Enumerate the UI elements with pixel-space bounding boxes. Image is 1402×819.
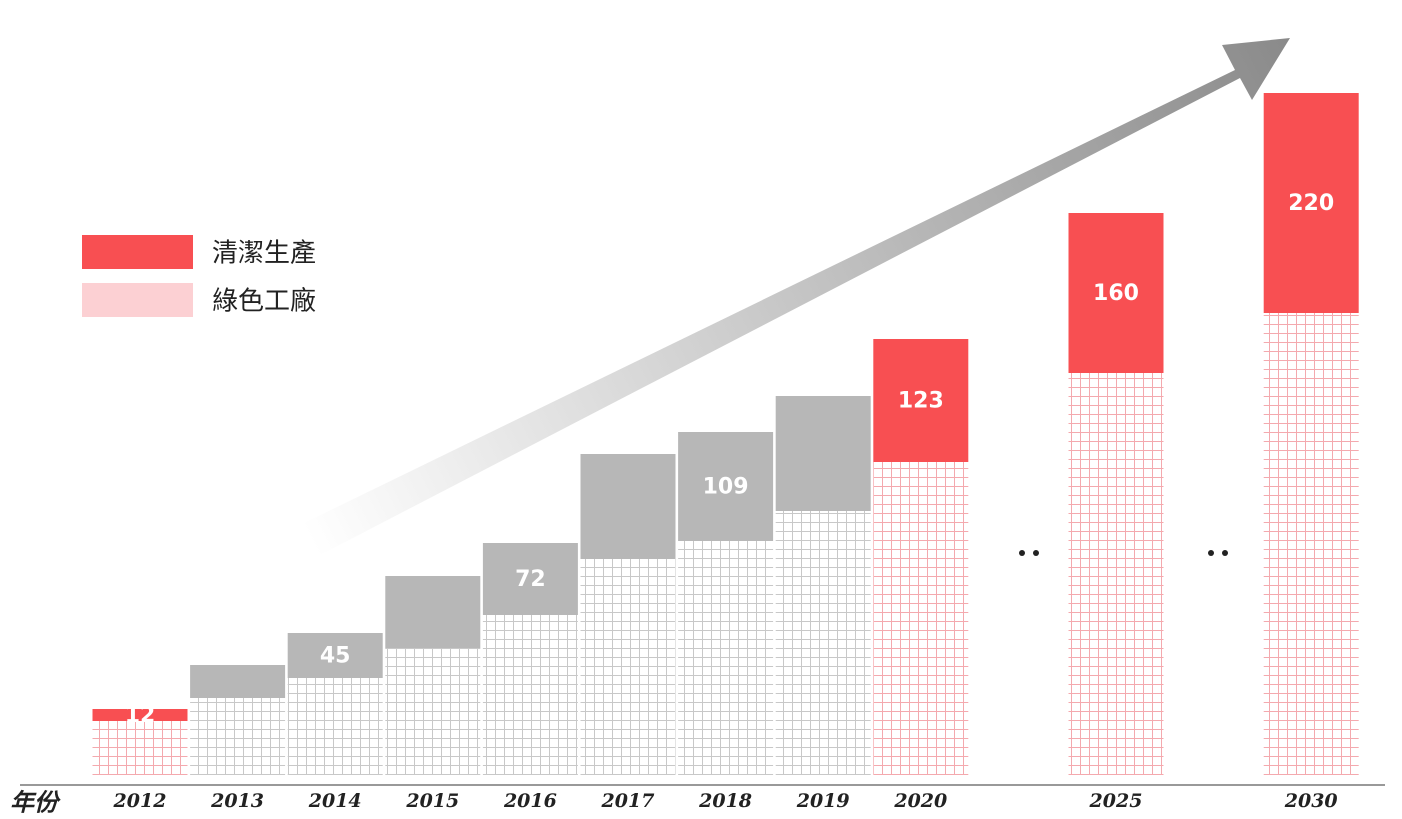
value-label: 72: [515, 567, 546, 592]
bar-segment: [287, 633, 383, 678]
bar-segment: [287, 678, 383, 775]
legend-swatch: [82, 235, 193, 269]
value-label: 45: [320, 644, 351, 669]
value-label: 12: [125, 703, 156, 728]
bar-segment: [1068, 373, 1164, 775]
ellipsis: [1208, 550, 1214, 556]
bar-segment: [1263, 93, 1359, 313]
ellipsis: [1033, 550, 1039, 556]
x-tick-label: 2020: [893, 790, 947, 812]
x-tick-label: 2019: [796, 790, 850, 812]
bar-segment: [482, 543, 578, 615]
bar-segment: [190, 698, 286, 775]
ellipsis: [1019, 550, 1025, 556]
x-axis-label: 年份: [10, 788, 61, 817]
bar-segment: [1068, 213, 1164, 373]
bar-segment: [775, 511, 871, 775]
legend-swatch: [82, 283, 193, 317]
bar-segment: [385, 648, 481, 775]
bar-segment: [775, 396, 871, 511]
x-tick-label: 2025: [1089, 790, 1143, 812]
x-tick-label: 2018: [698, 790, 752, 812]
bar-segment: [1263, 313, 1359, 775]
x-tick-label: 2014: [308, 790, 362, 812]
value-label: 109: [703, 475, 749, 500]
ellipsis: [1222, 550, 1228, 556]
value-label: 123: [898, 389, 944, 414]
value-label: 220: [1288, 191, 1334, 216]
x-tick-label: 2013: [210, 790, 264, 812]
bar-segment: [385, 576, 481, 648]
bar-segment: [92, 709, 188, 721]
trend-arrow: [300, 38, 1290, 555]
bar-segment: [580, 454, 676, 559]
x-tick-label: 2030: [1284, 790, 1338, 812]
bar-segment: [92, 721, 188, 775]
bar-segment: [190, 665, 286, 698]
bar-segment: [678, 541, 774, 775]
legend-label: 清潔生產: [212, 239, 316, 269]
x-tick-label: 2012: [113, 790, 167, 812]
legend-label: 綠色工廠: [212, 287, 316, 317]
bar-segment: [482, 615, 578, 775]
value-label: 160: [1093, 281, 1139, 306]
bar-segment: [873, 339, 969, 462]
x-tick-label: 2017: [601, 790, 655, 812]
bar-segment: [873, 462, 969, 775]
x-tick-label: 2015: [405, 790, 459, 812]
bar-segment: [580, 559, 676, 775]
bar-segment: [678, 432, 774, 541]
x-tick-label: 2016: [503, 790, 557, 812]
